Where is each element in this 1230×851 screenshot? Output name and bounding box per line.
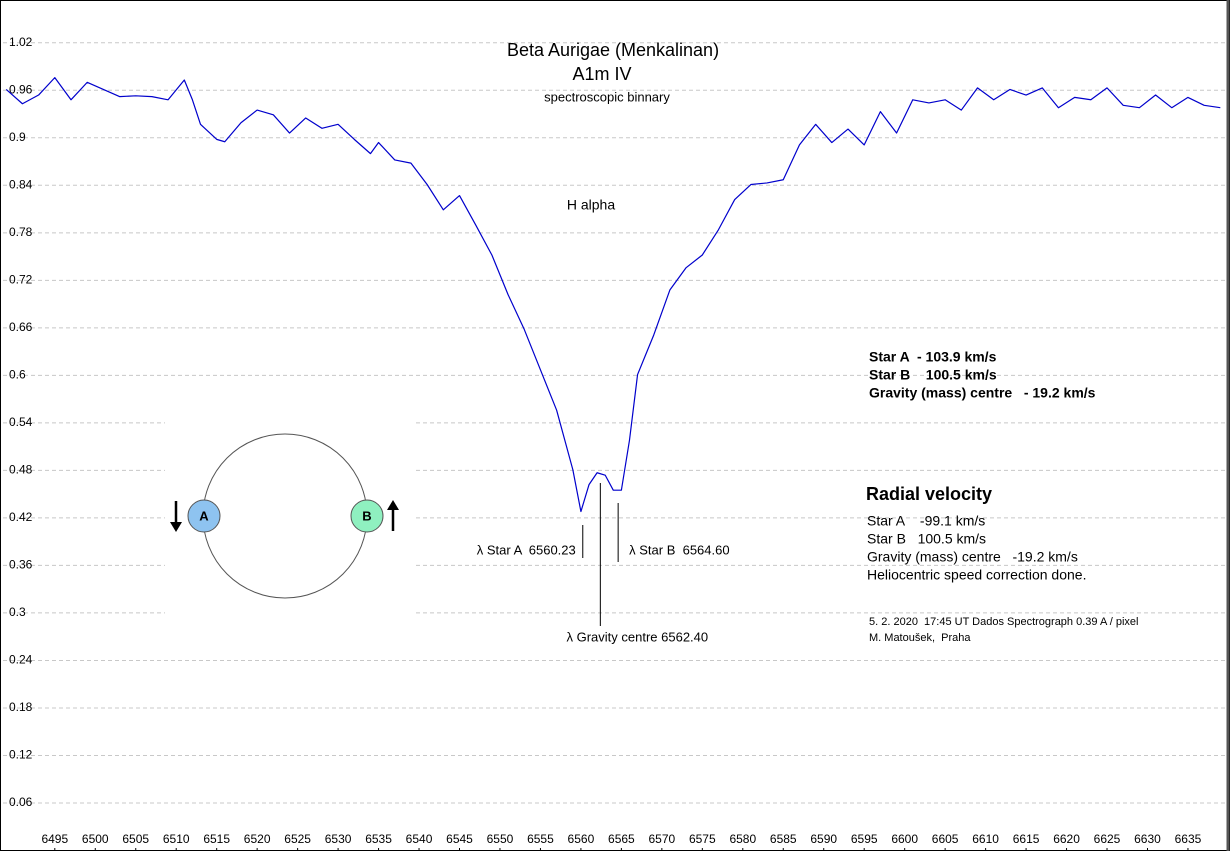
x-tick-label: 6545: [446, 832, 473, 846]
chart-subtitle: A1m IV: [572, 64, 631, 84]
y-tick-label: 0.12: [9, 748, 33, 762]
x-tick-label: 6535: [365, 832, 392, 846]
y-tick-label: 0.84: [9, 177, 33, 191]
chart-title: Beta Aurigae (Menkalinan): [507, 40, 719, 60]
wavelength-label: λ Gravity centre 6562.40: [567, 629, 709, 644]
y-tick-label: 0.24: [9, 653, 33, 667]
y-tick-label: 0.66: [9, 320, 33, 334]
x-tick-label: 6625: [1094, 832, 1121, 846]
x-tick-label: 6580: [729, 832, 756, 846]
x-tick-label: 6610: [972, 832, 999, 846]
x-tick-label: 6570: [648, 832, 675, 846]
x-tick-label: 6530: [325, 832, 352, 846]
x-tick-label: 6540: [406, 832, 433, 846]
wavelength-label: λ Star B 6564.60: [629, 542, 729, 557]
x-tick-label: 6590: [810, 832, 837, 846]
y-tick-label: 0.06: [9, 795, 33, 809]
spectrum-line: [5, 77, 1221, 513]
x-tick-label: 6620: [1053, 832, 1080, 846]
arrow-head: [170, 522, 182, 532]
annotation: H alpha: [567, 197, 615, 213]
y-tick-label: 0.18: [9, 700, 33, 714]
x-tick-label: 6630: [1134, 832, 1161, 846]
x-tick-label: 6565: [608, 832, 635, 846]
x-tick-label: 6505: [122, 832, 149, 846]
y-tick-label: 0.9: [9, 130, 26, 144]
y-tick-label: 1.02: [9, 35, 33, 49]
x-tick-label: 6635: [1175, 832, 1202, 846]
x-tick-label: 6515: [203, 832, 230, 846]
arrow-head: [387, 500, 399, 510]
rv-line: Heliocentric speed correction done.: [867, 567, 1086, 583]
y-tick-label: 0.42: [9, 510, 33, 524]
y-tick-label: 0.72: [9, 273, 33, 287]
y-tick-label: 0.96: [9, 82, 33, 96]
x-tick-label: 6575: [689, 832, 716, 846]
y-tick-label: 0.6: [9, 368, 26, 382]
y-tick-label: 0.54: [9, 415, 33, 429]
wavelength-label: λ Star A 6560.23: [477, 542, 576, 557]
rv-line: Gravity (mass) centre -19.2 km/s: [867, 549, 1078, 565]
summary-line: Gravity (mass) centre - 19.2 km/s: [869, 385, 1096, 401]
rv-line: Star B 100.5 km/s: [867, 531, 986, 547]
y-tick-label: 0.78: [9, 225, 33, 239]
star-a-label: A: [199, 508, 209, 523]
x-tick-label: 6555: [527, 832, 554, 846]
orbit-diagram: A B: [170, 433, 399, 599]
summary-line: Star A - 103.9 km/s: [869, 349, 997, 365]
x-tick-label: 6495: [41, 832, 68, 846]
x-tick-label: 6525: [284, 832, 311, 846]
y-tick-label: 0.48: [9, 463, 33, 477]
rv-line: Star A -99.1 km/s: [867, 513, 985, 529]
note: spectroscopic binnary: [544, 89, 670, 104]
star-a: [187, 499, 221, 533]
summary-line: Star B 100.5 km/s: [869, 367, 997, 383]
rv-heading: Radial velocity: [866, 484, 992, 504]
x-tick-label: 6560: [568, 832, 595, 846]
x-tick-label: 6510: [163, 832, 190, 846]
x-tick-label: 6585: [770, 832, 797, 846]
y-tick-label: 0.36: [9, 558, 33, 572]
x-tick-label: 6605: [932, 832, 959, 846]
star-b: [350, 499, 384, 533]
footer-line: M. Matoušek, Praha: [869, 632, 971, 644]
footer-line: 5. 2. 2020 17:45 UT Dados Spectrograph 0…: [869, 616, 1138, 628]
x-tick-label: 6500: [82, 832, 109, 846]
star-b-label: B: [362, 508, 371, 523]
x-tick-label: 6595: [851, 832, 878, 846]
x-tick-label: 6550: [487, 832, 514, 846]
x-tick-label: 6520: [244, 832, 271, 846]
x-tick-label: 6600: [891, 832, 918, 846]
x-tick-label: 6615: [1013, 832, 1040, 846]
y-tick-label: 0.3: [9, 605, 26, 619]
